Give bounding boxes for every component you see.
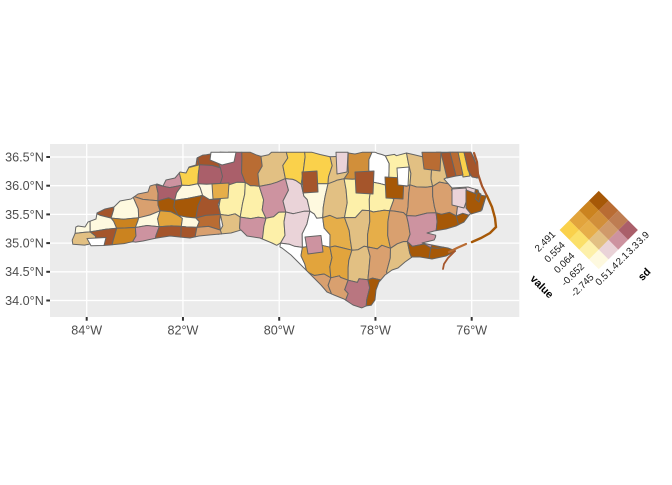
svg-text:35.5°N: 35.5°N <box>5 208 44 222</box>
svg-text:35.0°N: 35.0°N <box>5 237 44 251</box>
svg-text:36.0°N: 36.0°N <box>5 179 44 193</box>
svg-text:76°W: 76°W <box>456 324 487 338</box>
svg-text:80°W: 80°W <box>264 324 295 338</box>
svg-text:82°W: 82°W <box>167 324 198 338</box>
svg-text:34.5°N: 34.5°N <box>5 265 44 279</box>
svg-text:78°W: 78°W <box>360 324 391 338</box>
svg-text:34.0°N: 34.0°N <box>5 294 44 308</box>
svg-text:84°W: 84°W <box>71 324 102 338</box>
svg-text:36.5°N: 36.5°N <box>5 150 44 164</box>
